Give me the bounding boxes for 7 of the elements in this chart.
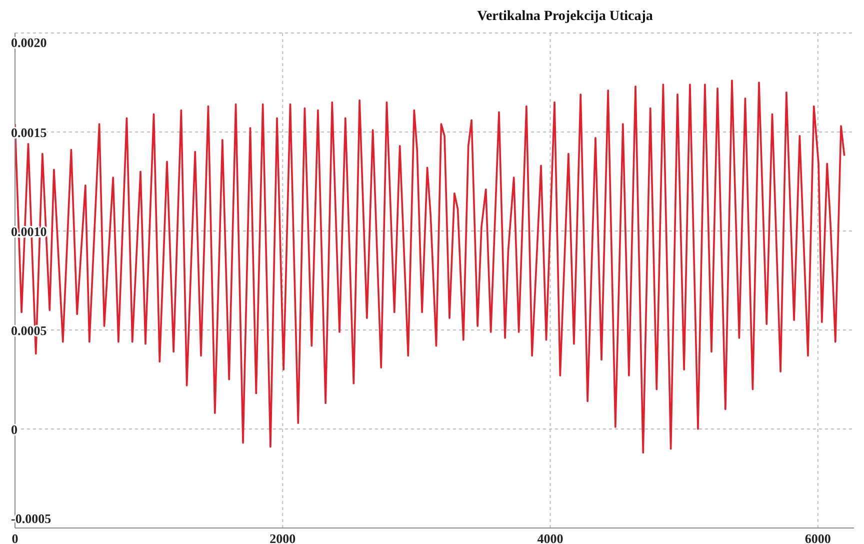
x-tick-label: 4000 xyxy=(537,531,564,544)
y-tick-label: -0.0005 xyxy=(11,511,52,526)
y-tick-label: 0 xyxy=(11,422,18,437)
chart-title: Vertikalna Projekcija Uticaja xyxy=(476,9,654,25)
x-tick-label: 6000 xyxy=(804,531,831,544)
y-tick-label: 0.0020 xyxy=(11,35,47,50)
x-tick-label: 2000 xyxy=(270,531,296,544)
